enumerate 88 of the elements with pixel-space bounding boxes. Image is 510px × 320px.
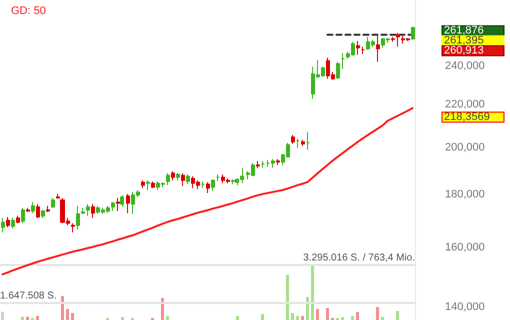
bar: [66, 308, 69, 320]
bar: [376, 307, 379, 320]
candlestick: [11, 218, 15, 229]
candlestick: [231, 178, 235, 185]
candlestick: [151, 180, 155, 189]
bar: [326, 308, 329, 320]
candlestick: [291, 134, 295, 144]
text: 261,876: [444, 24, 484, 37]
candlestick: [126, 194, 130, 214]
bar: [26, 316, 29, 320]
candlestick: [86, 204, 90, 216]
candlestick: [51, 198, 55, 208]
candlestick: [56, 194, 60, 199]
candlestick: [376, 34, 380, 62]
candlestick: [356, 40, 360, 56]
text: 261,395: [444, 34, 484, 47]
candlestick: [81, 207, 85, 214]
bar: [381, 317, 384, 320]
bar: [236, 316, 239, 320]
candlestick: [26, 207, 30, 213]
candlestick: [120, 194, 124, 208]
candlestick: [171, 170, 175, 181]
candlestick: [1, 218, 5, 233]
bar: [1, 312, 4, 320]
candlestick: [261, 160, 265, 168]
candlestick: [116, 198, 120, 212]
candlestick: [176, 172, 180, 181]
candlestick: [361, 46, 365, 54]
bar: [36, 316, 39, 320]
line-series: [2, 107, 414, 276]
candlestick: [256, 160, 260, 169]
candlestick: [76, 205, 80, 230]
candlestick: [181, 172, 185, 187]
y-tick-label: 240,000: [445, 60, 485, 72]
bar: [121, 317, 124, 320]
candlestick: [36, 204, 40, 219]
y-tick-label: 180,000: [445, 188, 485, 201]
candlestick: [296, 138, 300, 148]
candlestick: [411, 26, 415, 40]
candlestick: [206, 182, 210, 194]
candlestick: [216, 174, 220, 182]
candlestick: [211, 178, 215, 192]
candlestick: [146, 180, 150, 191]
ref-line-label: 3.295.016 S. / 763,4 Mio.: [303, 252, 415, 264]
bar: [71, 312, 74, 320]
candlestick: [6, 216, 10, 228]
candlestick: [141, 180, 145, 189]
candlestick: [111, 202, 115, 212]
bar: [306, 296, 309, 320]
bar: [311, 266, 314, 320]
candlestick: [201, 180, 205, 189]
bar: [286, 274, 289, 320]
bar: [21, 316, 24, 320]
candlestick: [16, 215, 20, 224]
bar: [351, 316, 354, 320]
candlestick: [396, 32, 400, 48]
bar: [341, 317, 344, 320]
text: 218,3569: [444, 111, 490, 124]
candlestick: [21, 207, 25, 224]
candlestick: [166, 172, 170, 186]
candlestick: [31, 202, 35, 214]
candlestick: [391, 36, 395, 42]
candlestick: [186, 174, 190, 185]
candlestick: [301, 139, 305, 146]
text: 260,913: [444, 44, 484, 57]
candlestick: [276, 158, 280, 166]
bar: [301, 316, 304, 320]
y-tick-label: 160,000: [445, 241, 485, 254]
bar: [356, 312, 359, 320]
candlestick: [91, 204, 95, 219]
bar: [396, 310, 399, 320]
candlestick: [306, 131, 310, 150]
candlestick: [46, 205, 50, 213]
y-tick-label: 200,000: [445, 141, 485, 154]
bar: [261, 314, 264, 320]
bar: [296, 316, 299, 320]
bar: [61, 296, 64, 320]
bar: [316, 308, 319, 320]
bar: [291, 312, 294, 320]
text: GD: 50: [11, 5, 46, 17]
y-tick-label: 140,000: [445, 301, 485, 314]
candlestick: [71, 222, 75, 233]
bar: [166, 316, 169, 320]
candlestick: [41, 209, 45, 219]
candlestick: [336, 61, 340, 80]
y-tick-label: 220,000: [445, 98, 485, 111]
ref-line-label: 1.647.508 S.: [0, 290, 57, 302]
candlestick: [341, 52, 345, 70]
